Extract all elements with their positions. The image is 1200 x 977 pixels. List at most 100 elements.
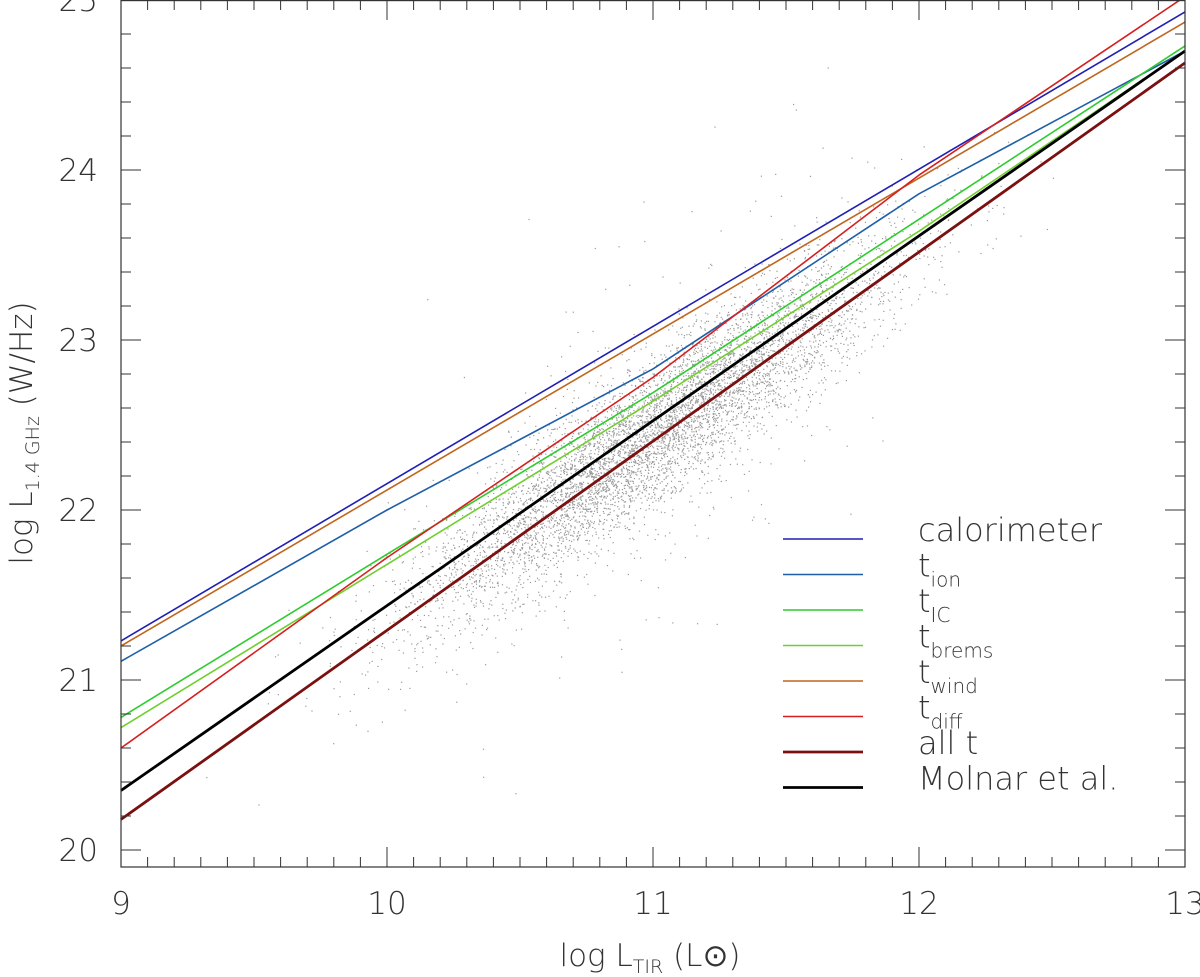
scatter-point (872, 417, 874, 419)
scatter-point (561, 440, 563, 442)
scatter-point (786, 258, 788, 260)
scatter-point (908, 200, 911, 202)
scatter-point (794, 361, 796, 363)
scatter-point (579, 450, 581, 452)
scatter-point (630, 428, 632, 430)
scatter-point (642, 428, 644, 431)
scatter-point (643, 421, 645, 423)
scatter-point (405, 589, 407, 591)
scatter-point (714, 433, 717, 435)
scatter-point (725, 432, 727, 434)
scatter-point (512, 553, 515, 555)
scatter-point (738, 358, 740, 360)
scatter-point (520, 508, 522, 510)
scatter-point (728, 377, 730, 379)
scatter-point (643, 407, 645, 409)
scatter-point (566, 594, 568, 596)
scatter-point (861, 301, 863, 303)
scatter-point (791, 339, 793, 341)
scatter-point (535, 509, 537, 511)
scatter-point (669, 422, 671, 424)
scatter-point (599, 502, 602, 504)
scatter-point (513, 524, 515, 527)
scatter-point (648, 458, 650, 460)
scatter-point (811, 434, 813, 437)
scatter-point (697, 377, 699, 379)
scatter-point (704, 462, 706, 464)
scatter-point (439, 562, 441, 564)
scatter-point (643, 435, 645, 437)
scatter-point (796, 416, 798, 418)
scatter-point (476, 532, 478, 534)
scatter-point (442, 551, 444, 553)
scatter-point (720, 455, 723, 457)
scatter-point (843, 314, 845, 316)
scatter-point (771, 310, 773, 312)
scatter-point (776, 405, 779, 407)
scatter-point (504, 551, 506, 553)
scatter-point (664, 446, 666, 448)
scatter-point (635, 461, 637, 463)
scatter-point (727, 412, 729, 414)
scatter-point (780, 334, 782, 336)
scatter-point (355, 619, 357, 621)
scatter-point (553, 455, 555, 458)
scatter-point (638, 422, 640, 424)
scatter-point (653, 447, 655, 449)
scatter-point (758, 383, 761, 385)
scatter-point (712, 407, 714, 409)
scatter-point (522, 603, 524, 605)
scatter-point (566, 514, 568, 516)
scatter-point (731, 403, 733, 406)
scatter-point (730, 343, 732, 345)
scatter-point (678, 439, 680, 441)
scatter-point (656, 402, 658, 405)
scatter-point (874, 235, 876, 237)
scatter-point (724, 457, 726, 459)
scatter-point (759, 379, 761, 381)
scatter-point (745, 417, 747, 419)
scatter-point (484, 551, 486, 554)
scatter-point (784, 356, 786, 359)
scatter-point (666, 433, 668, 435)
scatter-point (750, 326, 752, 328)
scatter-point (641, 462, 643, 464)
scatter-point (728, 410, 730, 412)
scatter-point (670, 423, 672, 425)
scatter-point (777, 364, 779, 366)
scatter-point (621, 354, 623, 356)
scatter-point (856, 351, 858, 354)
scatter-point (598, 523, 600, 525)
scatter-point (569, 504, 571, 506)
scatter-point (747, 411, 749, 413)
scatter-point (666, 402, 669, 404)
scatter-point (858, 372, 860, 374)
scatter-point (633, 472, 635, 474)
scatter-point (699, 462, 702, 465)
scatter-point (691, 456, 693, 458)
scatter-point (665, 345, 667, 347)
scatter-point (618, 515, 620, 517)
scatter-point (329, 665, 331, 667)
scatter-point (701, 412, 703, 414)
scatter-point (453, 586, 455, 588)
scatter-point (751, 314, 753, 316)
scatter-point (787, 332, 789, 334)
scatter-point (620, 475, 623, 477)
scatter-point (799, 243, 801, 245)
scatter-point (766, 300, 768, 302)
scatter-point (701, 438, 704, 440)
scatter-point (653, 394, 655, 397)
scatter-point (648, 486, 651, 488)
scatter-point (566, 473, 569, 475)
scatter-point (603, 386, 605, 388)
scatter-point (692, 404, 694, 406)
scatter-point (791, 372, 793, 374)
scatter-point (511, 556, 513, 558)
scatter-point (860, 263, 862, 265)
scatter-point (701, 353, 704, 355)
scatter-point (577, 331, 579, 334)
scatter-point (657, 383, 659, 385)
scatter-point (854, 323, 856, 325)
scatter-point (664, 380, 666, 382)
